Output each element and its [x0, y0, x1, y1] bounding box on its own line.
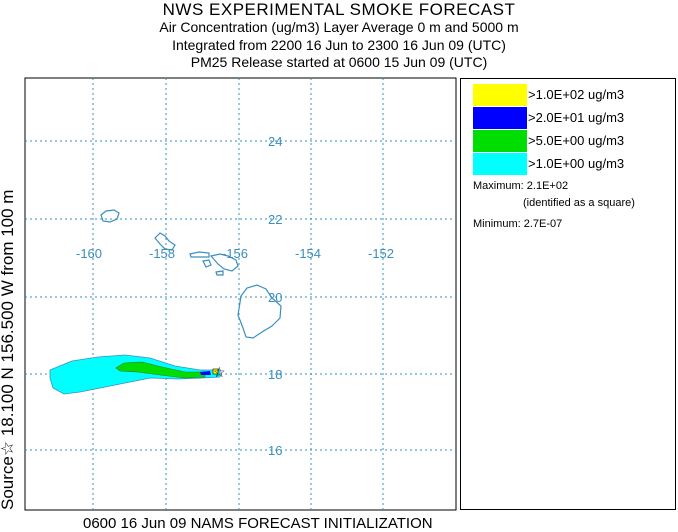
- legend-item: >2.0E+01 ug/m3: [473, 107, 673, 129]
- legend-swatch-green: [473, 130, 527, 152]
- smoke-plume: ☆: [49, 354, 226, 395]
- island-oahu: [154, 232, 176, 251]
- island-molokai: [189, 251, 210, 258]
- legend-item: >1.0E+00 ug/m3: [473, 153, 673, 175]
- legend-item: >1.0E+02 ug/m3: [473, 84, 673, 106]
- maximum-value: Maximum: 2.1E+02: [473, 180, 569, 192]
- lon-label-152: -152: [368, 246, 394, 261]
- plume-contour-20: [200, 371, 211, 375]
- lon-label-160: -160: [76, 246, 102, 261]
- integration-period: Integrated from 2200 16 Jun to 2300 16 J…: [172, 37, 506, 53]
- legend-swatch-blue: [473, 107, 527, 129]
- legend-label: >5.0E+00 ug/m3: [528, 133, 625, 148]
- legend-label: >1.0E+02 ug/m3: [528, 87, 625, 102]
- plume-maximum-square: [212, 368, 219, 375]
- island-hawaii: [237, 284, 282, 339]
- map-title: NWS EXPERIMENTAL SMOKE FORECAST: [162, 0, 516, 19]
- legend-item: >5.0E+00 ug/m3: [473, 130, 673, 152]
- lat-label-24: 24: [268, 134, 282, 149]
- legend-swatch-cyan: [473, 153, 527, 175]
- lat-label-20: 20: [268, 290, 282, 305]
- minimum-value: Minimum: 2.7E-07: [473, 218, 563, 230]
- lon-label-156: -156: [222, 246, 248, 261]
- lat-label-22: 22: [268, 212, 282, 227]
- lat-label-16: 16: [268, 443, 282, 458]
- graticule: [25, 78, 456, 510]
- island-maui: [209, 253, 239, 272]
- island-lanai: [202, 259, 212, 268]
- concentration-subtitle: Air Concentration (ug/m3) Layer Average …: [159, 19, 519, 35]
- legend-label: >2.0E+01 ug/m3: [528, 110, 625, 125]
- legend-label: >1.0E+00 ug/m3: [528, 156, 625, 171]
- map-frame: [24, 77, 457, 511]
- source-star-icon: ☆: [213, 364, 226, 380]
- legend-swatch-yellow: [473, 84, 527, 106]
- legend-panel: >1.0E+02 ug/m3 >2.0E+01 ug/m3 >5.0E+00 u…: [460, 78, 676, 510]
- maximum-note: (identified as a square): [523, 197, 635, 209]
- island-kahoolawe: [215, 270, 224, 276]
- lon-label-158: -158: [149, 246, 175, 261]
- release-info: PM25 Release started at 0600 15 Jun 09 (…: [190, 54, 488, 70]
- lon-label-154: -154: [295, 246, 321, 261]
- source-location-label: Source☆ 18.100 N 156.500 W from 100 m: [0, 190, 17, 510]
- coastlines: [100, 209, 282, 339]
- forecast-initialization: 0600 16 Jun 09 NAMS FORECAST INITIALIZAT…: [83, 515, 433, 532]
- island-kauai: [100, 209, 120, 223]
- lat-label-18: 18: [268, 367, 282, 382]
- plume-contour-1: [49, 354, 221, 395]
